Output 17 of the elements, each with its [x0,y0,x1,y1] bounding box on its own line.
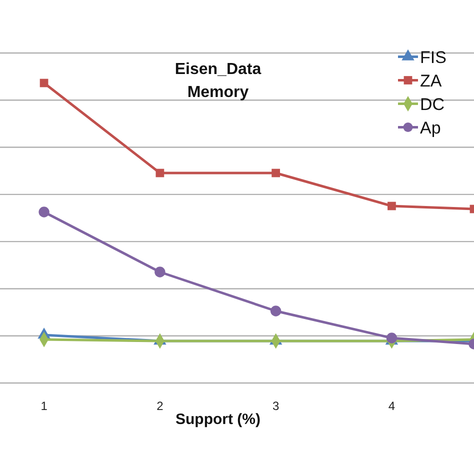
point [388,202,396,210]
point [154,266,166,278]
x-tick-label: 4 [388,399,396,413]
point [38,206,50,218]
chart-title: Eisen_Data Memory [174,61,262,101]
point [270,306,282,316]
x-axis-title: Support (%) [176,411,260,428]
x-tick-label: 2 [156,399,164,413]
legend-label: DC [420,94,445,114]
point [272,168,280,178]
x-tick-label: 3 [272,399,280,413]
point [40,78,48,88]
legend-label: FIS [420,48,446,67]
legend-label: ZA [420,71,442,90]
point [156,168,164,178]
legend-label: Ap [420,118,441,138]
x-tick-label: 1 [40,399,48,413]
